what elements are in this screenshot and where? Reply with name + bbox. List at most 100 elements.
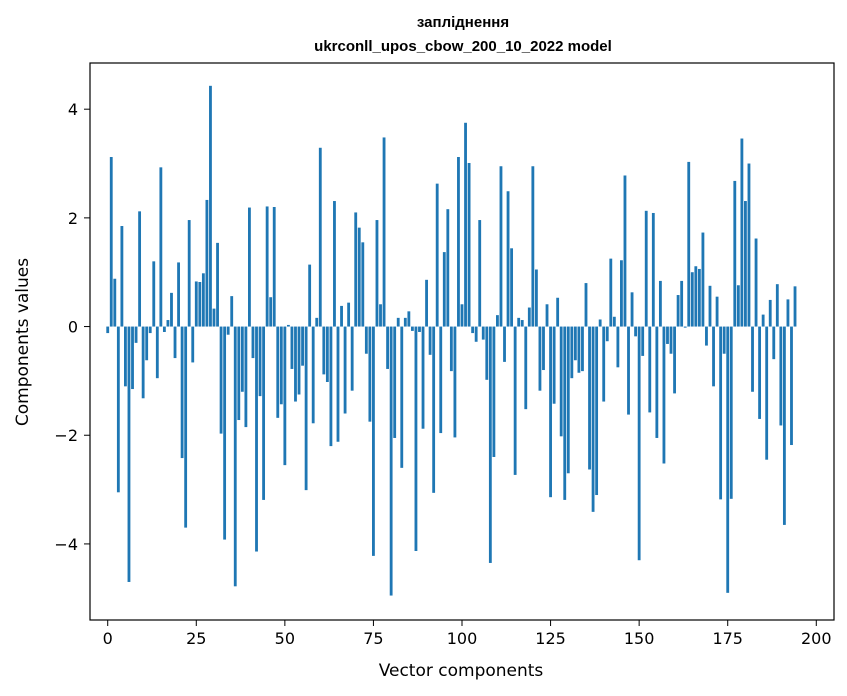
bar-61	[322, 326, 326, 375]
bar-10	[141, 326, 145, 399]
x-tick-label-25: 25	[186, 629, 206, 648]
y-tick-label-2: 2	[68, 209, 78, 228]
bar-58	[311, 326, 315, 424]
x-tick-label-150: 150	[624, 629, 655, 648]
bar-11	[145, 326, 149, 361]
bar-186	[765, 326, 769, 460]
bar-167	[697, 268, 701, 327]
bar-85	[407, 311, 411, 327]
bar-87	[414, 326, 418, 551]
bar-143	[612, 316, 616, 327]
bar-91	[428, 326, 432, 355]
bar-138	[595, 326, 599, 496]
bar-0	[106, 326, 110, 334]
bar-28	[205, 199, 209, 327]
bar-115	[513, 326, 517, 475]
bar-132	[573, 326, 577, 361]
bar-90	[425, 279, 428, 327]
bar-7	[131, 326, 134, 390]
bar-142	[609, 258, 613, 327]
bar-182	[751, 326, 754, 392]
bar-180	[744, 201, 747, 327]
bar-133	[577, 326, 581, 373]
bar-177	[733, 180, 737, 327]
bar-50	[283, 326, 287, 466]
x-axis-label: Vector components	[379, 661, 544, 681]
plot-frame	[89, 62, 835, 621]
bar-62	[325, 326, 329, 382]
bar-36	[233, 326, 237, 587]
bar-71	[357, 227, 361, 327]
bar-1	[109, 157, 113, 327]
bar-129	[563, 326, 567, 500]
chart-title-line1: запліднення	[417, 14, 509, 31]
bar-113	[506, 191, 510, 327]
bar-105	[478, 220, 482, 327]
bar-78	[382, 137, 386, 327]
bar-121	[534, 269, 538, 327]
bar-172	[715, 296, 719, 327]
bar-174	[722, 326, 726, 354]
bar-23	[187, 220, 191, 327]
bar-6	[127, 326, 131, 582]
bar-73	[364, 326, 368, 354]
bar-3	[116, 326, 120, 493]
bar-43	[258, 326, 262, 397]
bar-33	[223, 326, 227, 540]
bar-47	[272, 207, 276, 327]
x-tick-label-100: 100	[447, 629, 478, 648]
bar-84	[403, 317, 407, 327]
bar-53	[294, 326, 297, 402]
bar-151	[641, 326, 645, 356]
bar-166	[694, 266, 698, 327]
bar-194	[793, 286, 797, 327]
bar-102	[467, 162, 471, 327]
bar-2	[113, 278, 117, 327]
bar-126	[552, 326, 556, 404]
bar-176	[729, 326, 733, 499]
bar-141	[605, 326, 609, 342]
bar-51	[286, 324, 290, 327]
bar-158	[666, 326, 669, 344]
bar-54	[297, 326, 301, 395]
bar-45	[265, 206, 269, 327]
bar-104	[474, 326, 478, 342]
bar-116	[517, 317, 521, 327]
bar-128	[559, 326, 563, 437]
bar-64	[333, 201, 336, 327]
bar-185	[761, 314, 765, 327]
bar-163	[683, 326, 687, 328]
bar-19	[173, 326, 177, 359]
bar-99	[457, 157, 460, 327]
bar-5	[124, 326, 127, 387]
bar-181	[747, 163, 751, 327]
bar-39	[244, 326, 248, 428]
x-tick-label-175: 175	[712, 629, 743, 648]
bar-52	[290, 326, 294, 369]
bar-178	[736, 285, 740, 327]
bar-168	[701, 232, 705, 327]
bar-135	[584, 283, 588, 327]
y-tick-label--2: −2	[54, 426, 78, 445]
bar-80	[389, 326, 393, 596]
bar-149	[634, 326, 638, 337]
bar-31	[216, 242, 219, 327]
bar-110	[496, 315, 499, 327]
bar-175	[726, 326, 730, 593]
bar-83	[400, 326, 404, 468]
bar-35	[230, 296, 234, 327]
bar-32	[219, 326, 223, 434]
x-tick-label-50: 50	[275, 629, 295, 648]
bar-17	[166, 320, 170, 327]
bar-29	[209, 85, 212, 327]
bar-106	[481, 326, 485, 340]
bar-72	[361, 242, 365, 327]
bar-24	[191, 326, 195, 363]
bar-89	[421, 326, 425, 429]
bar-68	[347, 302, 351, 327]
bar-179	[740, 138, 744, 327]
bar-131	[570, 326, 574, 379]
bar-26	[198, 282, 202, 327]
bar-79	[386, 326, 390, 369]
bar-183	[754, 238, 758, 327]
